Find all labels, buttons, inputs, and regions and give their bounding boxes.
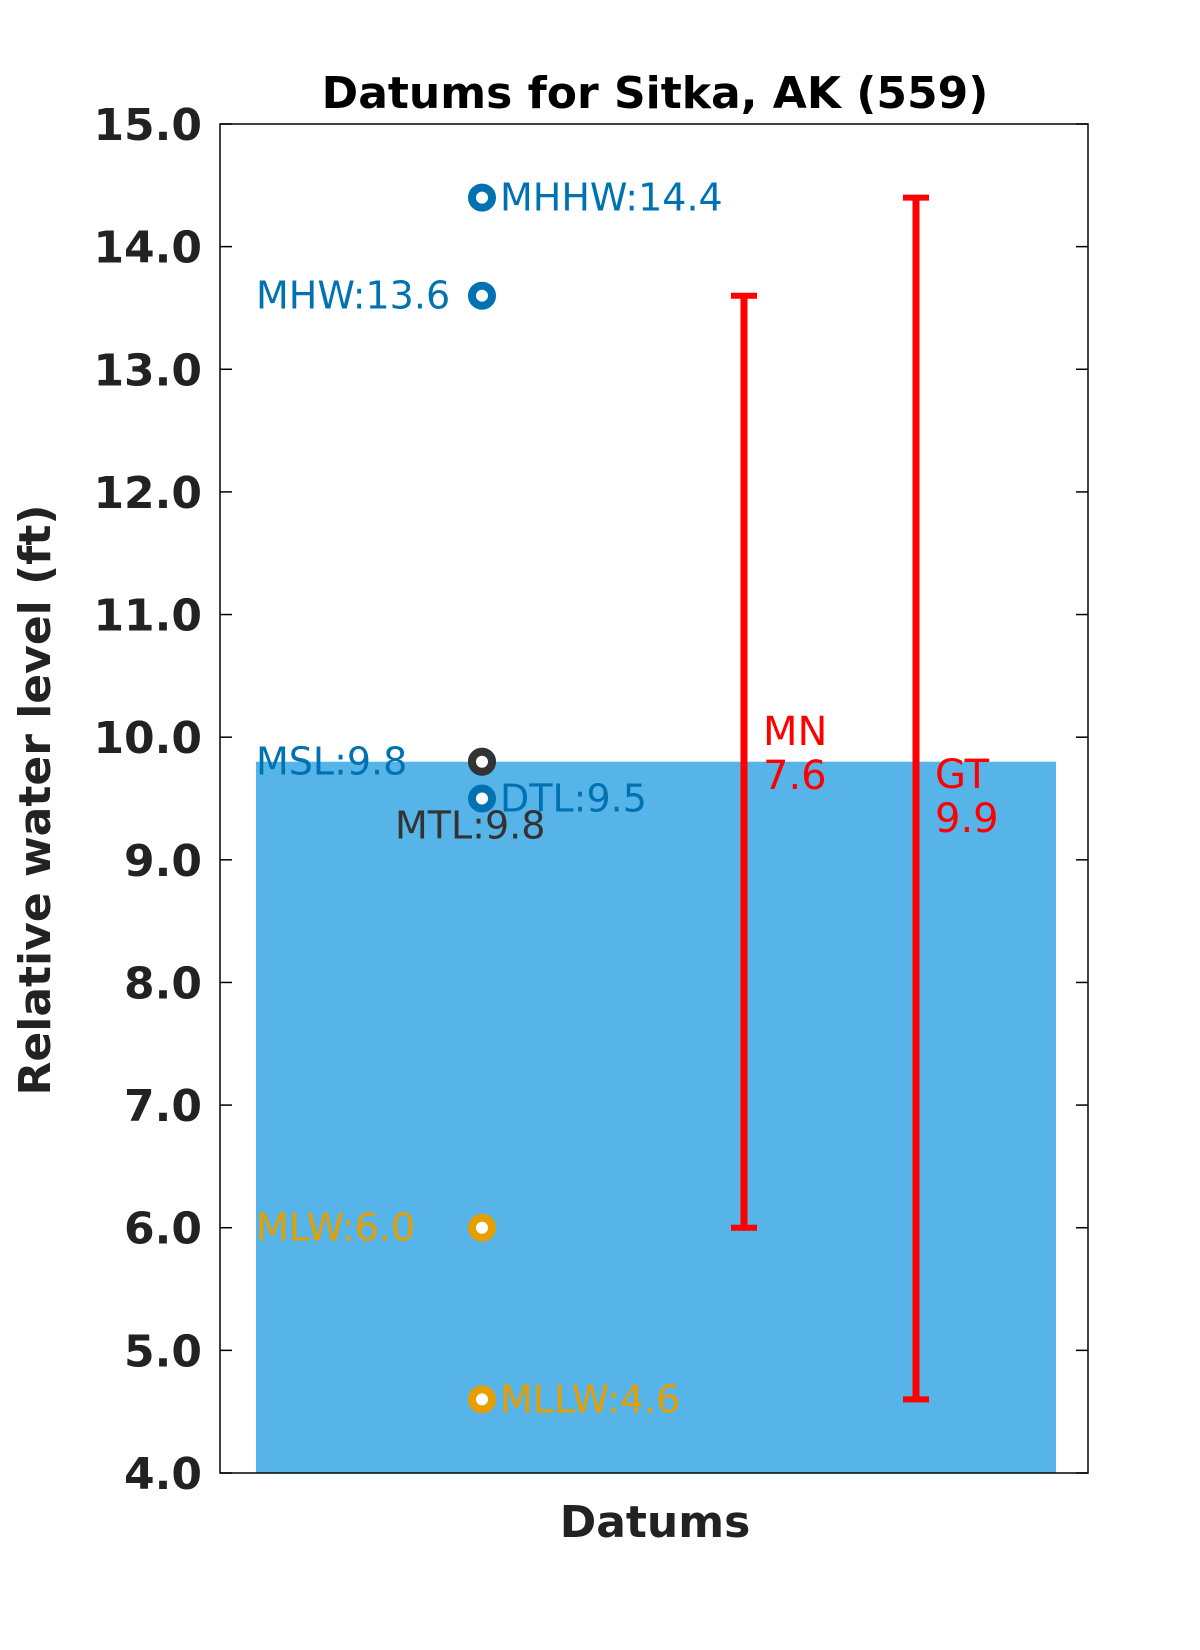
datum-label-mhhw: MHHW:14.4 <box>500 176 723 220</box>
datum-label-mhw: MHW:13.6 <box>256 274 450 318</box>
y-tick-label: 5.0 <box>124 1326 202 1377</box>
datum-label-mlw: MLW:6.0 <box>256 1206 415 1250</box>
datum-marker-mllw <box>468 1385 496 1414</box>
y-tick-label: 11.0 <box>93 591 202 642</box>
datum-label-mtl: MTL:9.8 <box>395 804 545 848</box>
range-label-value: 9.9 <box>935 796 999 842</box>
plot-area: 4.0 5.0 6.0 7.0 8.0 9.0 10.0 11.0 12.0 13.0 14.0 15… <box>93 100 1089 1500</box>
y-tick-label: 10.0 <box>93 713 202 764</box>
y-tick-label: 6.0 <box>124 1204 202 1255</box>
y-axis-label: Relative water level (ft) <box>10 505 61 1096</box>
range-label-value: 7.6 <box>763 753 827 799</box>
y-tick-label: 7.0 <box>124 1081 202 1132</box>
y-tick-label: 8.0 <box>124 958 202 1009</box>
y-tick-label: 4.0 <box>124 1449 202 1500</box>
datum-marker-mtl <box>468 747 496 776</box>
chart-title: Datums for Sitka, AK (559) <box>322 68 989 119</box>
plot-frame <box>219 123 1089 1474</box>
x-axis-label: Datums <box>560 1497 751 1548</box>
range-label-name: MN <box>763 709 827 755</box>
range-label-name: GT <box>935 752 990 798</box>
y-tick-label: 9.0 <box>124 836 202 887</box>
datum-marker-dtl <box>468 784 496 813</box>
y-tick-label: 12.0 <box>93 468 202 519</box>
datum-label-mllw: MLLW:4.6 <box>500 1377 680 1421</box>
y-tick-label: 13.0 <box>93 345 202 396</box>
datum-marker-mhw <box>468 281 496 310</box>
datum-label-dtl: DTL:9.5 <box>500 777 647 821</box>
bar <box>256 761 1056 1473</box>
y-tick-label: 15.0 <box>93 100 202 151</box>
y-tick-label: 14.0 <box>93 223 202 274</box>
datum-marker-mlw <box>468 1213 496 1242</box>
datum-marker-mhhw <box>468 183 496 212</box>
datum-label-msl: MSL:9.8 <box>256 740 407 784</box>
